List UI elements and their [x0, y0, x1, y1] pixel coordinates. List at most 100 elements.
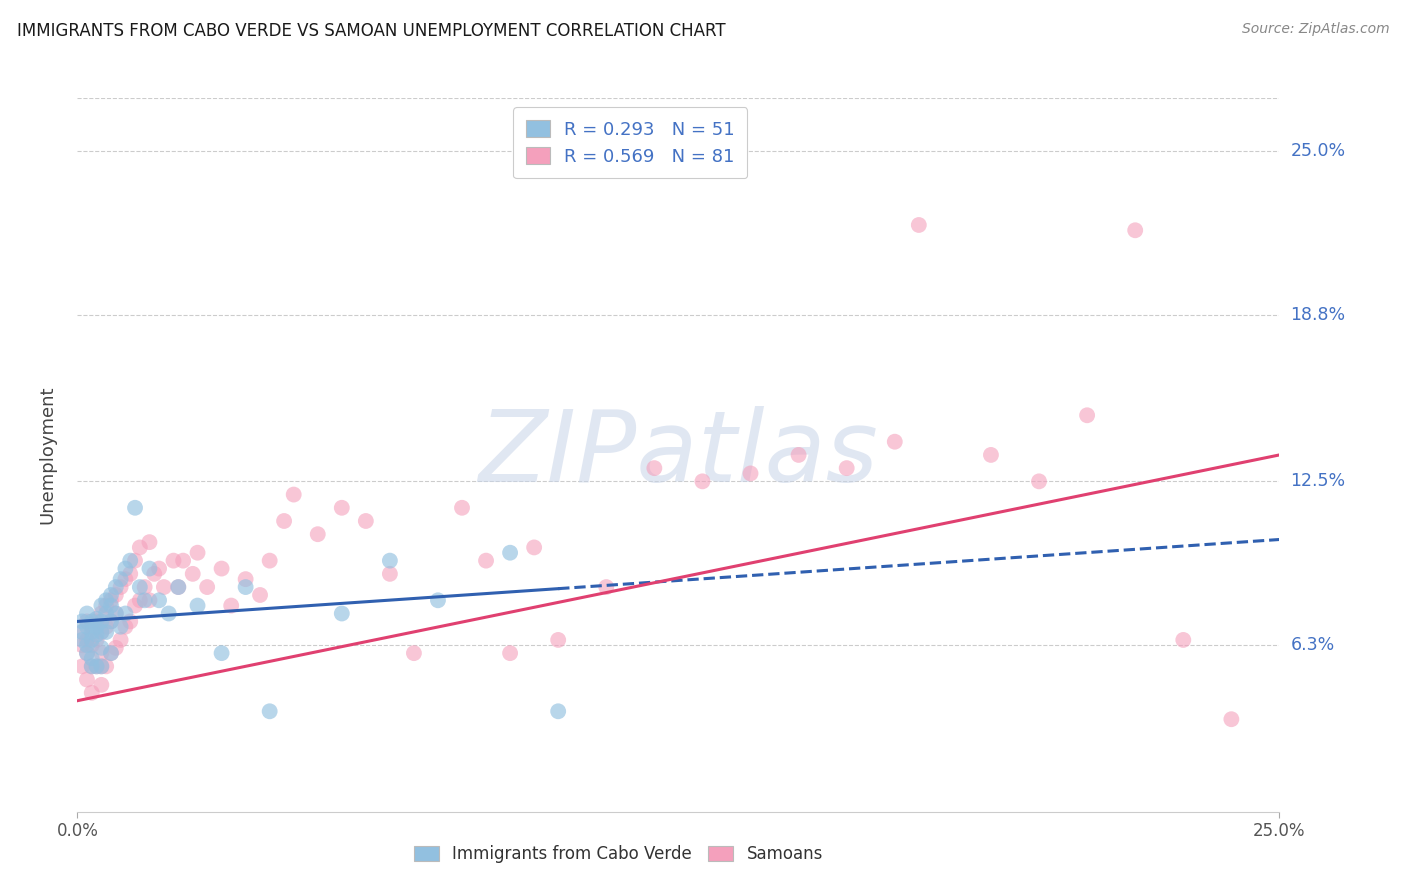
Point [138, 561, 160, 575]
Point [378, 566, 401, 581]
Point [547, 632, 569, 647]
Point [104, 580, 127, 594]
Point [100, 646, 122, 660]
Point [692, 475, 714, 489]
Point [186, 546, 209, 560]
Point [110, 572, 132, 586]
Point [908, 218, 931, 232]
Point [100, 588, 122, 602]
Point [76, 673, 98, 687]
Point [104, 640, 127, 655]
Point [595, 580, 617, 594]
Point [90, 646, 112, 660]
Point [1220, 712, 1243, 726]
Point [90, 659, 112, 673]
Point [80, 686, 103, 700]
Point [138, 535, 160, 549]
Point [104, 588, 127, 602]
Point [86, 627, 108, 641]
Point [96, 593, 118, 607]
Point [80, 651, 103, 665]
Point [90, 678, 112, 692]
Point [787, 448, 810, 462]
Point [740, 467, 762, 481]
Point [80, 625, 103, 640]
Point [96, 659, 118, 673]
Point [186, 599, 209, 613]
Point [211, 561, 233, 575]
Point [157, 607, 180, 621]
Point [110, 580, 132, 594]
Point [76, 615, 98, 629]
Point [235, 580, 257, 594]
Point [283, 487, 305, 501]
Point [162, 554, 184, 568]
Point [148, 561, 170, 575]
Point [138, 593, 160, 607]
Point [80, 638, 103, 652]
Point [86, 612, 108, 626]
Point [86, 615, 108, 629]
Point [70, 625, 93, 640]
Point [76, 607, 98, 621]
Point [499, 646, 522, 660]
Point [96, 625, 118, 640]
Point [378, 554, 401, 568]
Point [1028, 475, 1050, 489]
Point [100, 615, 122, 629]
Text: 6.3%: 6.3% [1291, 636, 1334, 654]
Point [643, 461, 665, 475]
Text: ZIPatlas: ZIPatlas [478, 407, 879, 503]
Point [96, 620, 118, 634]
Point [128, 580, 150, 594]
Point [70, 625, 93, 640]
Point [1173, 632, 1195, 647]
Point [499, 546, 522, 560]
Point [76, 638, 98, 652]
Point [1123, 223, 1146, 237]
Point [76, 620, 98, 634]
Point [96, 599, 118, 613]
Point [523, 541, 546, 555]
Text: Source: ZipAtlas.com: Source: ZipAtlas.com [1241, 22, 1389, 37]
Point [883, 434, 905, 449]
Point [86, 632, 108, 647]
Point [835, 461, 858, 475]
Point [120, 615, 142, 629]
Point [259, 704, 281, 718]
Point [100, 615, 122, 629]
Point [128, 541, 150, 555]
Point [70, 632, 93, 647]
Point [76, 632, 98, 647]
Point [100, 646, 122, 660]
Point [114, 620, 136, 634]
Point [167, 580, 190, 594]
Point [172, 554, 194, 568]
Point [354, 514, 377, 528]
Point [90, 615, 112, 629]
Point [80, 620, 103, 634]
Point [70, 615, 93, 629]
Point [167, 580, 190, 594]
Point [100, 593, 122, 607]
Point [114, 572, 136, 586]
Point [980, 448, 1002, 462]
Point [90, 640, 112, 655]
Point [86, 659, 108, 673]
Point [128, 593, 150, 607]
Point [80, 659, 103, 673]
Point [402, 646, 425, 660]
Text: 12.5%: 12.5% [1291, 473, 1346, 491]
Point [90, 625, 112, 640]
Point [120, 566, 142, 581]
Point [114, 607, 136, 621]
Point [90, 625, 112, 640]
Point [307, 527, 329, 541]
Point [153, 580, 176, 594]
Point [143, 566, 166, 581]
Point [86, 620, 108, 634]
Text: 25.0%: 25.0% [1291, 142, 1346, 160]
Point [86, 659, 108, 673]
Point [124, 500, 146, 515]
Point [427, 593, 450, 607]
